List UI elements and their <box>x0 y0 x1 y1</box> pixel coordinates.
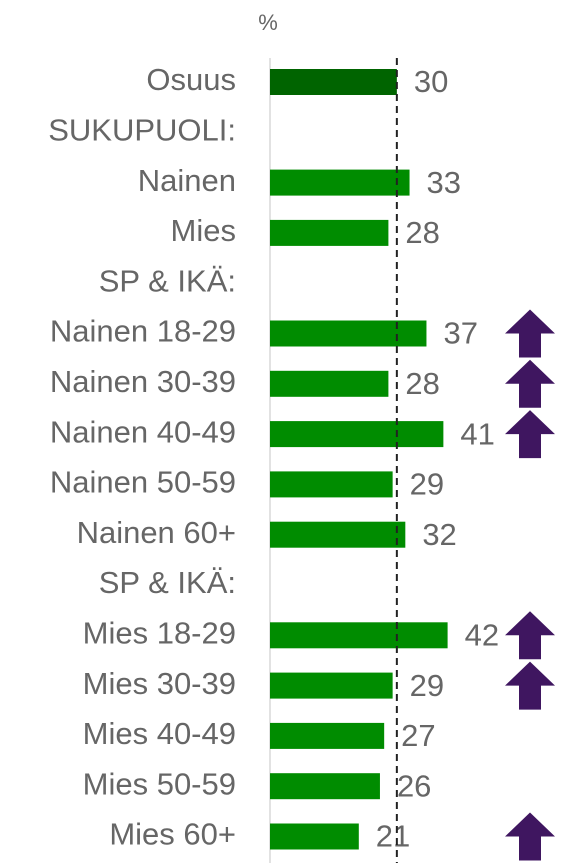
value-label: 21 <box>376 819 410 854</box>
bar <box>270 471 393 498</box>
value-label: 29 <box>410 668 444 703</box>
bar <box>270 722 385 749</box>
value-label: 42 <box>465 617 499 652</box>
up-arrow <box>505 611 555 660</box>
axis-label: % <box>258 10 278 35</box>
bar <box>270 823 359 850</box>
category-label: SP & IKÄ: <box>99 263 236 298</box>
bar <box>270 622 448 649</box>
category-label: Mies 60+ <box>109 817 236 852</box>
category-label: SUKUPUOLI: <box>48 112 236 147</box>
bar <box>270 672 393 699</box>
category-label: Mies 50-59 <box>83 766 236 801</box>
bar <box>270 521 406 548</box>
category-label: SP & IKÄ: <box>99 565 236 600</box>
value-label: 26 <box>397 768 431 803</box>
category-label: Nainen 40-49 <box>50 414 236 449</box>
category-label: Osuus <box>146 62 236 97</box>
value-label: 32 <box>422 517 456 552</box>
category-label: Nainen 50-59 <box>50 465 236 500</box>
bar <box>270 421 444 448</box>
value-label: 29 <box>410 467 444 502</box>
bar <box>270 320 427 347</box>
bar <box>270 169 410 196</box>
bar <box>270 69 397 95</box>
category-label: Nainen <box>138 163 236 198</box>
bar <box>270 219 389 246</box>
up-arrow <box>505 309 555 358</box>
category-label: Nainen 60+ <box>77 515 236 550</box>
category-label: Nainen 18-29 <box>50 314 236 349</box>
value-label: 37 <box>443 316 477 351</box>
value-label: 41 <box>460 416 494 451</box>
bar <box>270 773 380 800</box>
value-label: 28 <box>405 215 439 250</box>
category-label: Nainen 30-39 <box>50 364 236 399</box>
up-arrow <box>505 359 555 408</box>
category-label: Mies 40-49 <box>83 716 236 751</box>
category-label: Mies 18-29 <box>83 615 236 650</box>
up-arrow <box>505 410 555 459</box>
value-label: 33 <box>427 165 461 200</box>
up-arrow <box>505 661 555 710</box>
value-label: 28 <box>405 366 439 401</box>
category-label: Mies 30-39 <box>83 666 236 701</box>
bar <box>270 370 389 397</box>
value-label: 27 <box>401 718 435 753</box>
up-arrow <box>505 812 555 861</box>
value-label: 30 <box>414 64 448 99</box>
category-label: Mies <box>171 213 236 248</box>
